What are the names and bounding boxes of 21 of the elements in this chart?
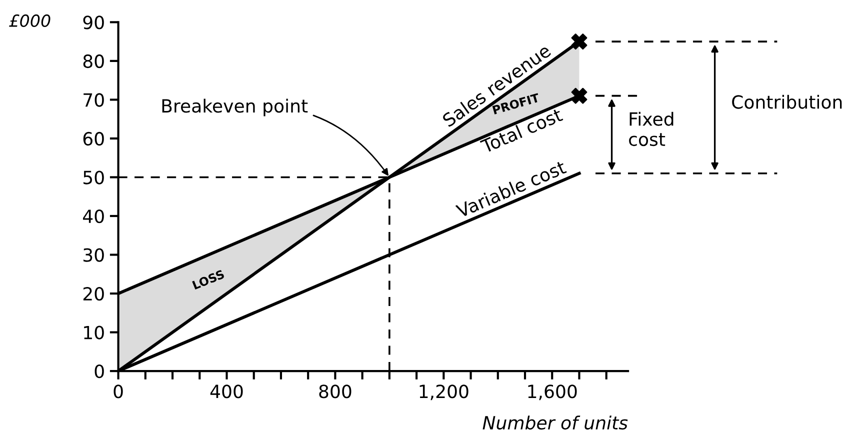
x-axis-title: Number of units xyxy=(482,416,628,430)
text: Contribution xyxy=(732,94,842,109)
y-tick-label: 50 xyxy=(84,170,104,184)
y-tick-label: 90 xyxy=(83,16,104,30)
y-tick-label: 10 xyxy=(84,326,104,340)
y-tick-label: 0 xyxy=(94,364,104,378)
y-tick-label: 70 xyxy=(84,93,104,107)
y-tick-label: 20 xyxy=(83,286,104,301)
x-tick-label: 800 xyxy=(319,384,352,398)
y-tick-label: 30 xyxy=(83,248,104,262)
y-tick-label: 60 xyxy=(83,132,104,146)
annotation: Breakeven point xyxy=(162,98,308,116)
x-tick-label: 0 xyxy=(114,384,123,398)
y-tick-label: 80 xyxy=(83,54,104,68)
text: Fixed cost xyxy=(629,112,674,146)
x-tick-label: 1,200 xyxy=(420,384,468,400)
y-tick-label: 40 xyxy=(83,209,104,224)
annotation: LOSS xyxy=(192,270,225,290)
x-tick-label: 1,600 xyxy=(528,384,577,400)
x-tick-label: 400 xyxy=(210,384,243,398)
y-axis-title: £000 xyxy=(9,14,50,28)
